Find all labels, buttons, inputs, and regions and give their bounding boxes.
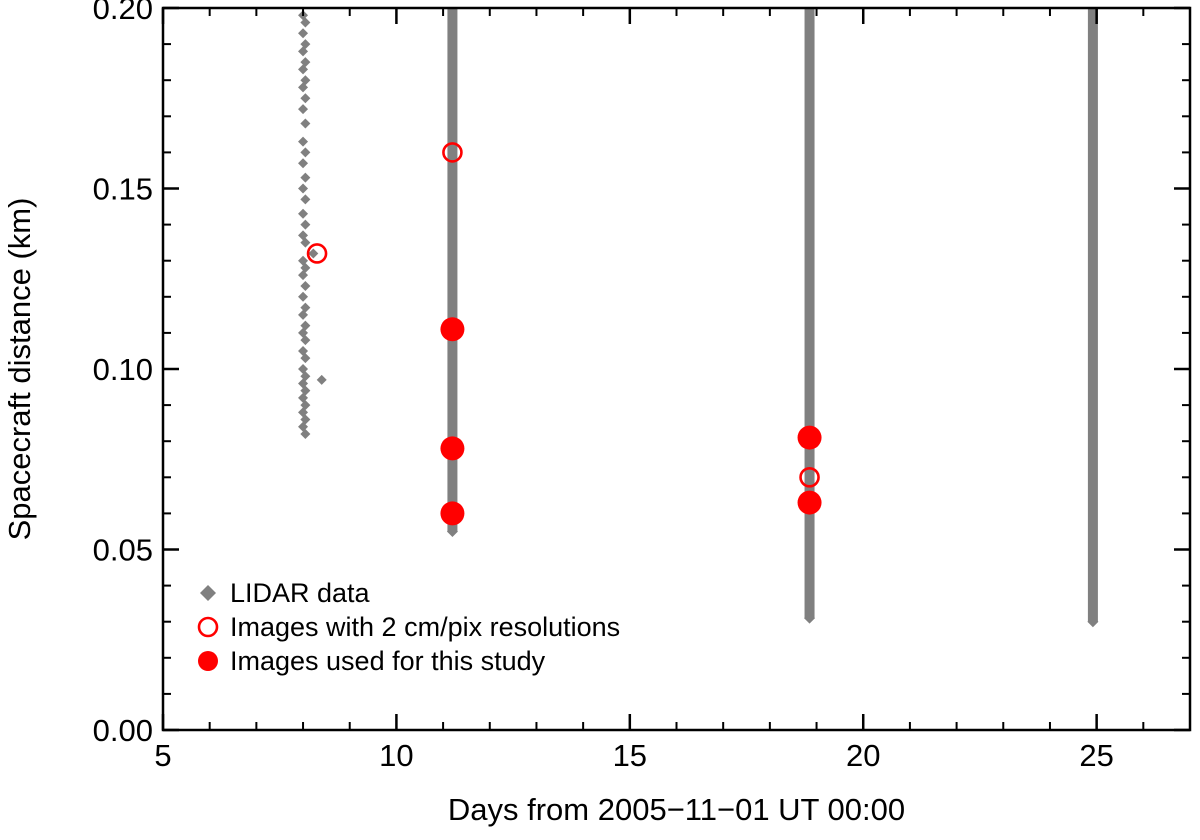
filled-circle-point: [797, 490, 822, 515]
open-circle-marks: [306, 142, 820, 488]
lidar-dense-column: [447, 8, 458, 532]
lidar-point: [300, 237, 311, 248]
legend-label: LIDAR data: [230, 578, 371, 608]
lidar-point: [1087, 616, 1099, 628]
lidar-point: [298, 46, 309, 57]
lidar-point: [308, 248, 319, 259]
x-tick-label: 15: [613, 738, 647, 773]
lidar-point: [300, 118, 311, 129]
filled-circle-point: [797, 425, 822, 450]
legend-label: Images used for this study: [230, 646, 546, 676]
lidar-data-marks: [298, 8, 1099, 628]
lidar-point: [300, 353, 311, 364]
y-tick-label: 0.20: [93, 0, 153, 26]
filled-circle-point: [440, 317, 465, 342]
lidar-point: [298, 291, 309, 302]
open-circle-point: [442, 142, 463, 163]
lidar-point: [298, 270, 309, 281]
lidar-point: [298, 64, 309, 75]
lidar-point: [300, 147, 311, 158]
lidar-point: [300, 219, 311, 230]
lidar-point: [300, 428, 311, 439]
lidar-dense-column: [804, 8, 815, 619]
lidar-point: [804, 612, 816, 624]
x-tick-label: 10: [379, 738, 413, 773]
filled-circle-point: [440, 501, 465, 526]
y-axis-ticks: 0.00 0.05 0.10 0.15 0.20: [93, 0, 1190, 748]
y-axis-title: Spacecraft distance (km): [2, 198, 37, 541]
lidar-point: [300, 194, 311, 205]
filled-circle-marks: [440, 317, 822, 526]
legend-label: Images with 2 cm/pix resolutions: [230, 612, 620, 642]
lidar-point: [298, 28, 309, 39]
lidar-point: [446, 525, 458, 537]
filled-circle-point: [440, 436, 465, 461]
y-tick-label: 0.10: [93, 352, 153, 387]
x-tick-label: 25: [1079, 738, 1113, 773]
lidar-point: [300, 280, 311, 291]
x-tick-label: 5: [154, 738, 171, 773]
lidar-point: [300, 17, 311, 28]
lidar-point: [298, 309, 309, 320]
lidar-point: [300, 335, 311, 346]
x-axis-ticks: 5 10 15 20 25: [154, 8, 1145, 773]
x-axis-title: Days from 2005−11−01 UT 00:00: [448, 792, 905, 827]
lidar-point: [316, 374, 327, 385]
lidar-point: [298, 158, 309, 169]
y-tick-label: 0.15: [93, 172, 153, 207]
lidar-point: [298, 104, 309, 115]
lidar-point: [298, 82, 309, 93]
lidar-point: [298, 208, 309, 219]
open-circle-point: [799, 466, 820, 488]
lidar-point: [298, 183, 309, 194]
legend-swatch-diamond: [200, 585, 216, 601]
open-circle-point: [306, 243, 328, 264]
legend-swatch-open-circle: [197, 616, 219, 638]
legend-swatch-filled-circle: [198, 651, 218, 671]
lidar-dense-column: [1087, 8, 1098, 622]
lidar-point: [300, 172, 311, 183]
lidar-point: [300, 93, 311, 104]
lidar-point: [298, 136, 309, 147]
x-tick-label: 20: [846, 738, 880, 773]
y-tick-label: 0.05: [93, 533, 153, 568]
y-tick-label: 0.00: [93, 713, 153, 748]
legend: LIDAR data Images with 2 cm/pix resolutio…: [197, 578, 620, 676]
